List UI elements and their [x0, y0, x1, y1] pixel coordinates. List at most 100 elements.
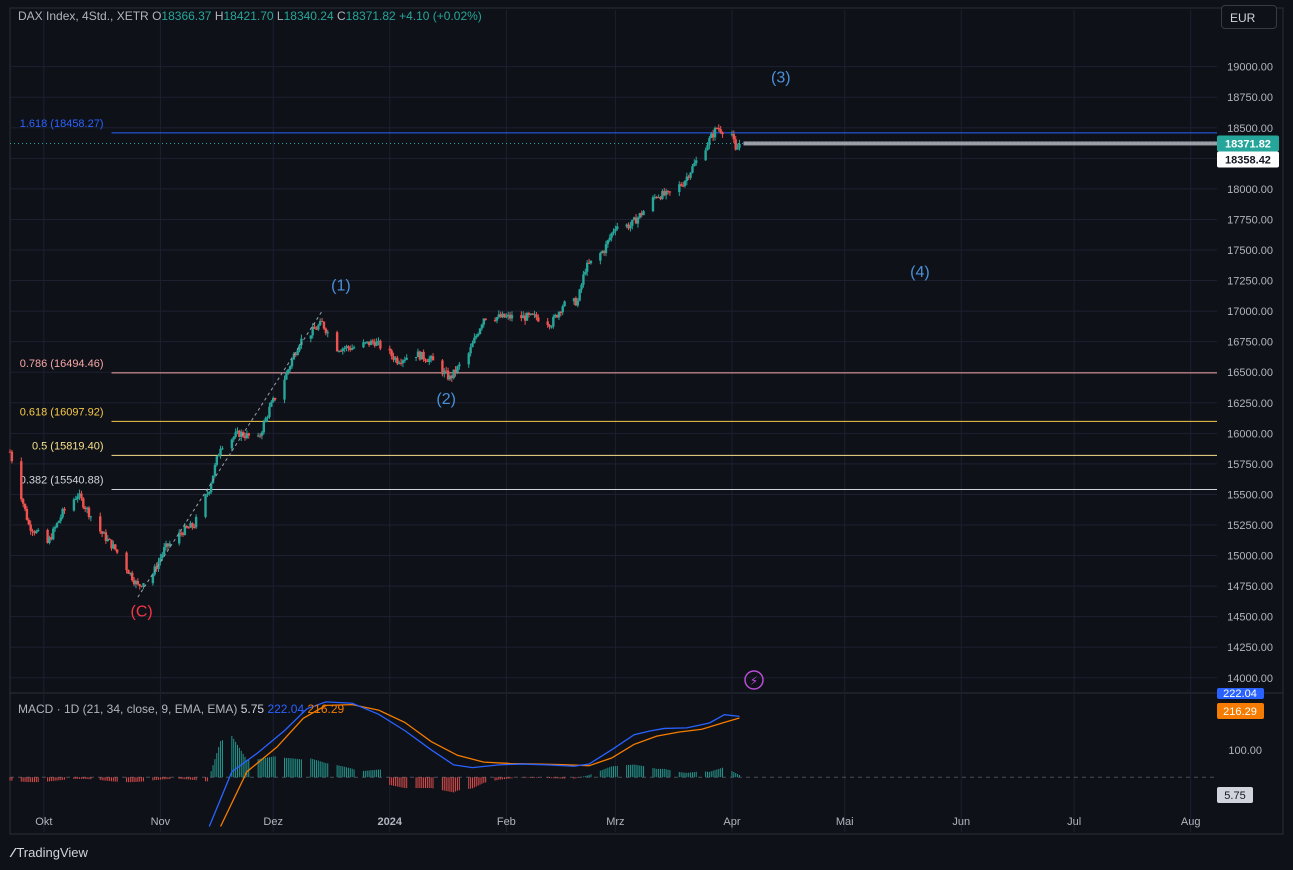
- candle-body: [27, 519, 31, 525]
- candle-body: [522, 315, 525, 319]
- candle-body: [10, 451, 14, 462]
- price-projection-box: [743, 141, 1217, 146]
- x-tick-label: Okt: [35, 816, 52, 828]
- candle-body: [264, 418, 267, 423]
- candle-body: [589, 260, 593, 264]
- candle-body: [450, 375, 454, 379]
- candle-body: [206, 493, 209, 495]
- candle-body: [366, 341, 369, 343]
- candle-body: [736, 147, 739, 150]
- candle-body: [179, 532, 183, 534]
- lightning-icon-glyph: ⚡: [750, 674, 758, 688]
- y-tick-label: 17000.00: [1227, 306, 1273, 318]
- candle-body: [74, 498, 78, 500]
- candle-body: [367, 341, 371, 346]
- candle-body: [298, 345, 301, 351]
- candle-body: [29, 524, 32, 531]
- candle-body: [134, 581, 138, 585]
- symbol-name: DAX Index, 4Std., XETR: [18, 9, 149, 23]
- candle-body: [678, 184, 681, 192]
- candle-body: [738, 143, 741, 148]
- candle-body: [59, 517, 62, 521]
- macd-signal-value: 216.29: [307, 702, 345, 716]
- candle-body: [507, 314, 510, 317]
- candle-body: [213, 464, 217, 476]
- symbol-legend[interactable]: DAX Index, 4Std., XETR O18366.37 H18421.…: [18, 9, 482, 23]
- candle-body: [296, 350, 299, 356]
- candle-body: [127, 570, 130, 574]
- candle-body: [215, 456, 219, 465]
- candle-body: [341, 348, 344, 352]
- candle-body: [531, 313, 534, 315]
- candle-body: [503, 313, 506, 318]
- candle-body: [392, 356, 395, 360]
- fib-label-0.382: 0.382 (15540.88): [20, 474, 104, 486]
- candle-body: [441, 360, 444, 375]
- low-label: L: [276, 9, 284, 23]
- candle-body: [240, 432, 243, 437]
- candle-body: [405, 357, 408, 360]
- candle-body: [414, 357, 418, 359]
- candle-body: [178, 532, 181, 544]
- y-tick-label: 16500.00: [1227, 367, 1273, 379]
- tradingview-logo[interactable]: ⁄⁄ TradingView: [12, 845, 88, 860]
- candle-body: [493, 319, 497, 321]
- candle-body: [268, 406, 271, 418]
- macd-value: 222.04: [267, 702, 305, 716]
- macd-legend[interactable]: MACD · 1D (21, 34, close, 9, EMA, EMA) 5…: [18, 702, 344, 716]
- macd-pane: [9, 701, 1217, 827]
- candle-body: [208, 491, 211, 494]
- candle-body: [373, 342, 376, 346]
- candle-body: [664, 190, 668, 196]
- candle-body: [717, 128, 720, 130]
- candle-body: [501, 313, 504, 318]
- candle-body: [537, 317, 540, 322]
- macd-y-tick-label: 100.00: [1228, 745, 1262, 757]
- candle-body: [704, 150, 707, 161]
- currency-button[interactable]: EUR: [1221, 5, 1277, 29]
- candle-body: [78, 493, 81, 497]
- candle-body: [661, 191, 664, 200]
- candle-body: [476, 333, 480, 336]
- last-price-badge-bg: [1217, 135, 1279, 152]
- candle-body: [616, 226, 619, 229]
- x-tick-label: Dez: [263, 816, 283, 828]
- candle-body: [292, 354, 296, 360]
- candle-body: [61, 508, 64, 518]
- candle-body: [480, 324, 484, 329]
- candle-body: [125, 552, 128, 571]
- candle-body: [345, 346, 348, 349]
- candle-body: [84, 507, 87, 510]
- candle-body: [424, 359, 427, 361]
- candle-body: [221, 448, 224, 450]
- candle-body: [554, 314, 557, 317]
- candle-body: [582, 274, 585, 285]
- candle-body: [115, 549, 119, 553]
- candle-body: [640, 213, 643, 216]
- y-tick-label: 18500.00: [1227, 123, 1273, 135]
- candle-body: [319, 321, 322, 326]
- candle-body: [693, 163, 696, 167]
- candle-body: [89, 516, 93, 518]
- candle-body: [625, 224, 628, 227]
- candle-body: [230, 439, 234, 449]
- candle-body: [689, 172, 692, 178]
- x-tick-label: Mai: [836, 816, 854, 828]
- candle-body: [209, 483, 213, 492]
- candle-body: [294, 354, 297, 356]
- candle-body: [339, 350, 343, 352]
- close-label: C: [337, 9, 346, 23]
- tv-logo-text: TradingView: [16, 845, 88, 860]
- candle-body: [444, 370, 448, 372]
- candle-body: [48, 537, 51, 543]
- candle-body: [535, 314, 538, 318]
- candle-body: [525, 313, 529, 321]
- candle-body: [164, 543, 168, 547]
- candle-body: [478, 328, 482, 334]
- candle-body: [211, 475, 215, 484]
- fib-label-0.786: 0.786 (16494.46): [20, 358, 104, 370]
- signal-badge-bg: [1217, 703, 1264, 719]
- candle-body: [604, 244, 608, 254]
- candle-body: [20, 461, 23, 500]
